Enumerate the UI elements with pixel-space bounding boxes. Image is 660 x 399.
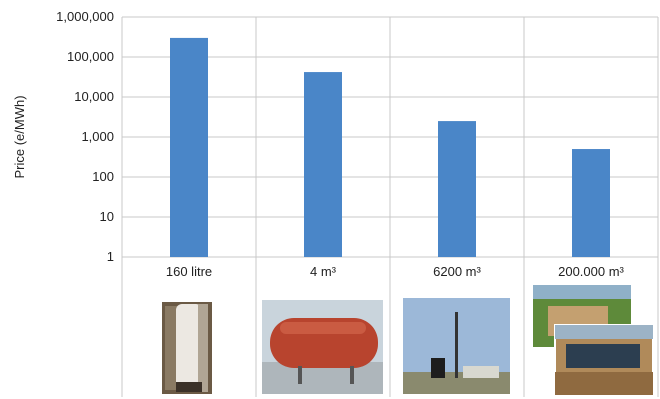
category-label: 160 litre	[166, 264, 212, 279]
bar	[170, 37, 208, 258]
y-tick-label: 1	[107, 249, 114, 264]
storage-photos	[162, 285, 654, 396]
gridlines	[121, 16, 659, 397]
bar	[572, 149, 610, 257]
hot-water-tank-photo	[162, 302, 212, 394]
bars	[170, 37, 610, 258]
category-labels: 160 litre 4 m³ 6200 m³ 200.000 m³	[166, 264, 625, 279]
y-tick-label: 10,000	[74, 89, 114, 104]
bar	[304, 72, 342, 257]
y-tick-label: 100,000	[67, 49, 114, 64]
bar	[438, 121, 476, 257]
y-tick-labels: 1 10 100 1,000 10,000 100,000 1,000,000	[56, 9, 114, 264]
y-tick-label: 1,000,000	[56, 9, 114, 24]
pit-storage-aerial-photo	[533, 285, 654, 396]
tower-storage-plant-photo	[403, 298, 510, 394]
category-label: 6200 m³	[433, 264, 481, 279]
red-steel-tank-photo	[262, 300, 383, 394]
y-tick-label: 1,000	[81, 129, 114, 144]
category-label: 4 m³	[310, 264, 337, 279]
y-tick-label: 10	[100, 209, 114, 224]
y-tick-label: 100	[92, 169, 114, 184]
y-axis-title: Price (e/MWh)	[12, 95, 27, 178]
category-label: 200.000 m³	[558, 264, 624, 279]
